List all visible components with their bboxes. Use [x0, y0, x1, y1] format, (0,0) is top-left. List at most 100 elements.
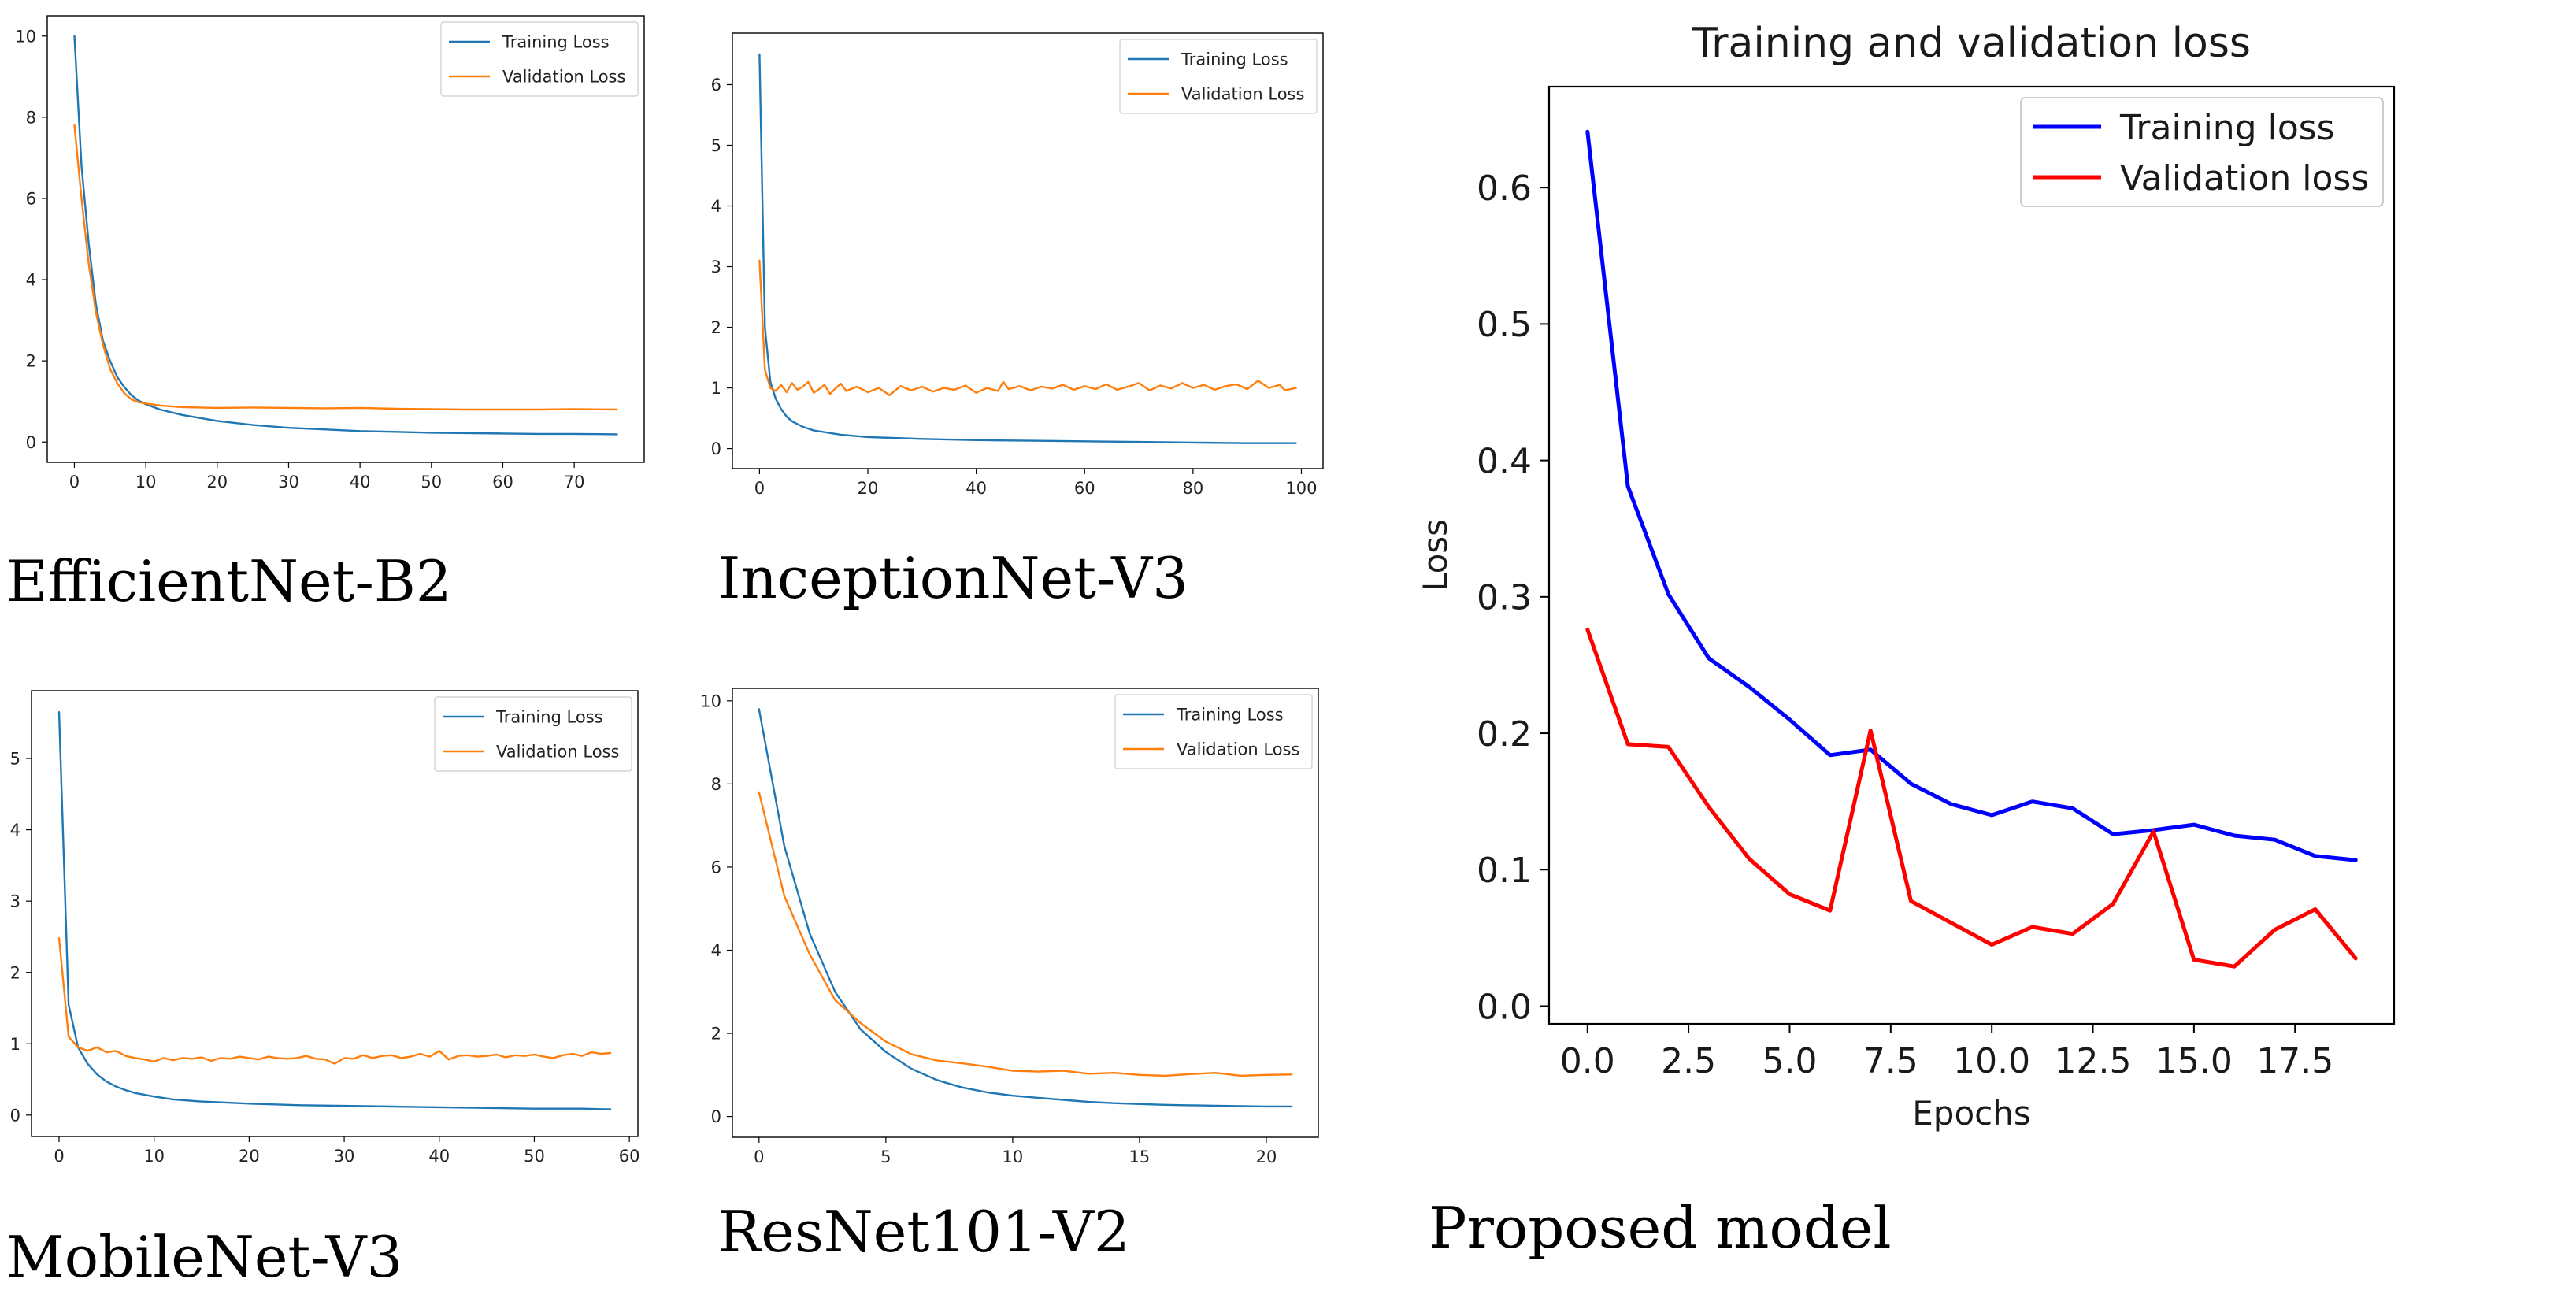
proposed-ytick-label: 0.4 — [1477, 441, 1532, 481]
proposed-series-training-loss-line — [1585, 129, 2358, 862]
inception-ytick-label: 4 — [711, 197, 721, 216]
inception-xtick-label: 0 — [754, 479, 765, 498]
inception-ytick-label: 1 — [711, 379, 721, 398]
mobilenet-ytick-label: 1 — [10, 1035, 20, 1054]
proposed-ytick-label: 0.6 — [1477, 169, 1532, 209]
resnet-legend-label: Validation Loss — [1177, 740, 1299, 759]
proposed-ylabel: Loss — [1416, 519, 1455, 591]
resnet-ytick-label: 10 — [700, 691, 721, 710]
caption-resnet: ResNet101-V2 — [718, 1199, 1130, 1265]
inception-series-training-loss-line — [758, 53, 1297, 444]
chart-proposed-svg: 0.0 2.5 5.0 7.5 10.0 12.5 15.0 17.5 0.0 0.1 0.2 0.3… — [1416, 20, 2396, 1133]
resnet-series-validation-loss-line — [758, 791, 1293, 1077]
efficientnet-xtick-label: 70 — [564, 473, 585, 491]
efficientnet-xtick-label: 10 — [135, 473, 157, 491]
efficientnet-legend-label: Training Loss — [502, 33, 610, 52]
chart-mobilenet: 0 10 20 30 40 50 60 0 1 2 3 4 5 Training Loss Validati… — [0, 677, 662, 1292]
efficientnet-xtick-label: 60 — [492, 473, 513, 491]
efficientnet-xtick-label: 50 — [421, 473, 442, 491]
efficientnet-xtick-label: 30 — [278, 473, 299, 491]
mobilenet-xtick-label: 30 — [334, 1147, 355, 1166]
proposed-ytick-label: 0.1 — [1477, 851, 1532, 891]
mobilenet-ytick-label: 5 — [10, 750, 20, 769]
proposed-xtick-label: 2.5 — [1661, 1041, 1716, 1081]
inception-xtick-label: 20 — [858, 479, 879, 498]
mobilenet-xtick-label: 0 — [54, 1147, 64, 1166]
caption-efficientnet: EfficientNet-B2 — [6, 548, 452, 614]
inception-ytick-label: 3 — [711, 258, 721, 276]
resnet-xtick-label: 0 — [754, 1148, 764, 1166]
mobilenet-legend — [434, 696, 632, 772]
chart-inception: 0 20 40 60 80 100 0 1 2 3 4 5 6 Training Loss Validati… — [677, 0, 1355, 606]
mobilenet-ytick-label: 4 — [10, 821, 20, 840]
inception-xtick-label: 40 — [966, 479, 987, 498]
inception-ytick-label: 6 — [711, 76, 721, 95]
proposed-xtick-label: 5.0 — [1762, 1041, 1817, 1081]
mobilenet-series-training-loss-line — [57, 711, 612, 1110]
efficientnet-xtick-label: 20 — [206, 473, 228, 491]
inception-legend-label: Training Loss — [1181, 50, 1288, 69]
efficientnet-ytick-label: 4 — [26, 271, 36, 290]
mobilenet-xtick-label: 40 — [428, 1147, 450, 1166]
caption-mobilenet: MobileNet-V3 — [6, 1224, 403, 1290]
inception-xtick-label: 60 — [1074, 479, 1095, 498]
inception-xtick-label: 100 — [1285, 479, 1317, 498]
resnet-ytick-label: 8 — [711, 775, 721, 794]
efficientnet-ytick-label: 0 — [26, 433, 36, 452]
inception-legend-label: Validation Loss — [1181, 85, 1304, 104]
mobilenet-legend-label: Validation Loss — [496, 743, 619, 762]
proposed-ytick-label: 0.3 — [1477, 578, 1532, 618]
inception-ytick-label: 5 — [711, 136, 721, 155]
efficientnet-ytick-label: 6 — [26, 190, 36, 209]
proposed-xtick-label: 15.0 — [2155, 1041, 2233, 1081]
resnet-legend-label: Training Loss — [1176, 706, 1284, 725]
chart-efficientnet-svg: 0 10 20 30 40 50 60 70 0 2 4 6 8 10 Training Loss Valid… — [15, 15, 645, 491]
proposed-xtick-label: 7.5 — [1863, 1041, 1918, 1081]
efficientnet-ytick-label: 10 — [15, 27, 36, 46]
chart-resnet-svg: 0 5 10 15 20 0 2 4 6 8 10 Training Loss Validation L… — [700, 688, 1319, 1166]
inception-legend — [1119, 39, 1318, 114]
mobilenet-legend-label: Training Loss — [495, 708, 603, 727]
caption-inception: InceptionNet-V3 — [718, 545, 1188, 611]
efficientnet-legend — [440, 21, 639, 97]
proposed-legend-label: Validation loss — [2120, 158, 2369, 198]
mobilenet-series-validation-loss-line — [57, 937, 612, 1065]
inception-ytick-label: 0 — [711, 439, 721, 458]
resnet-xtick-label: 15 — [1129, 1148, 1151, 1166]
proposed-xtick-label: 12.5 — [2055, 1041, 2132, 1081]
chart-proposed: 0.0 2.5 5.0 7.5 10.0 12.5 15.0 17.5 0.0 0.1 0.2 0.3… — [1402, 0, 2576, 1294]
proposed-xtick-label: 0.0 — [1560, 1041, 1615, 1081]
resnet-ytick-label: 6 — [711, 858, 721, 877]
mobilenet-ytick-label: 2 — [10, 963, 20, 982]
resnet-xtick-label: 5 — [880, 1148, 891, 1166]
resnet-legend — [1114, 694, 1313, 769]
efficientnet-legend-label: Validation Loss — [502, 68, 625, 87]
chart-efficientnet: 0 10 20 30 40 50 60 70 0 2 4 6 8 10 Training Loss Valid… — [0, 0, 662, 610]
proposed-ytick-label: 0.0 — [1477, 987, 1532, 1027]
proposed-legend-label: Training loss — [2119, 108, 2335, 148]
chart-inception-svg: 0 20 40 60 80 100 0 1 2 3 4 5 6 Training Loss Validati… — [711, 32, 1324, 498]
proposed-xtick-label: 10.0 — [1953, 1041, 2030, 1081]
resnet-xtick-label: 10 — [1003, 1148, 1024, 1166]
inception-series-validation-loss-line — [758, 259, 1297, 396]
proposed-xlabel: Epochs — [1912, 1094, 2031, 1133]
proposed-xtick-label: 17.5 — [2256, 1041, 2333, 1081]
mobilenet-xtick-label: 10 — [143, 1147, 165, 1166]
mobilenet-ytick-label: 3 — [10, 892, 20, 911]
chart-mobilenet-svg: 0 10 20 30 40 50 60 0 1 2 3 4 5 Training Loss Validati… — [10, 690, 640, 1166]
mobilenet-ytick-label: 0 — [10, 1106, 20, 1125]
proposed-plot-frame — [1547, 85, 2396, 1025]
mobilenet-xtick-label: 20 — [239, 1147, 260, 1166]
resnet-ytick-label: 2 — [711, 1025, 721, 1044]
proposed-legend — [2020, 97, 2384, 207]
mobilenet-xtick-label: 60 — [619, 1147, 640, 1166]
efficientnet-xtick-label: 0 — [69, 473, 80, 491]
resnet-ytick-label: 0 — [711, 1107, 721, 1126]
resnet-xtick-label: 20 — [1256, 1148, 1277, 1166]
mobilenet-xtick-label: 50 — [524, 1147, 545, 1166]
proposed-ytick-label: 0.2 — [1477, 714, 1532, 755]
inception-ytick-label: 2 — [711, 318, 721, 337]
proposed-title: Training and validation loss — [1692, 20, 2251, 67]
chart-resnet: 0 5 10 15 20 0 2 4 6 8 10 Training Loss Validation L… — [677, 677, 1355, 1292]
proposed-ytick-label: 0.5 — [1477, 305, 1532, 345]
